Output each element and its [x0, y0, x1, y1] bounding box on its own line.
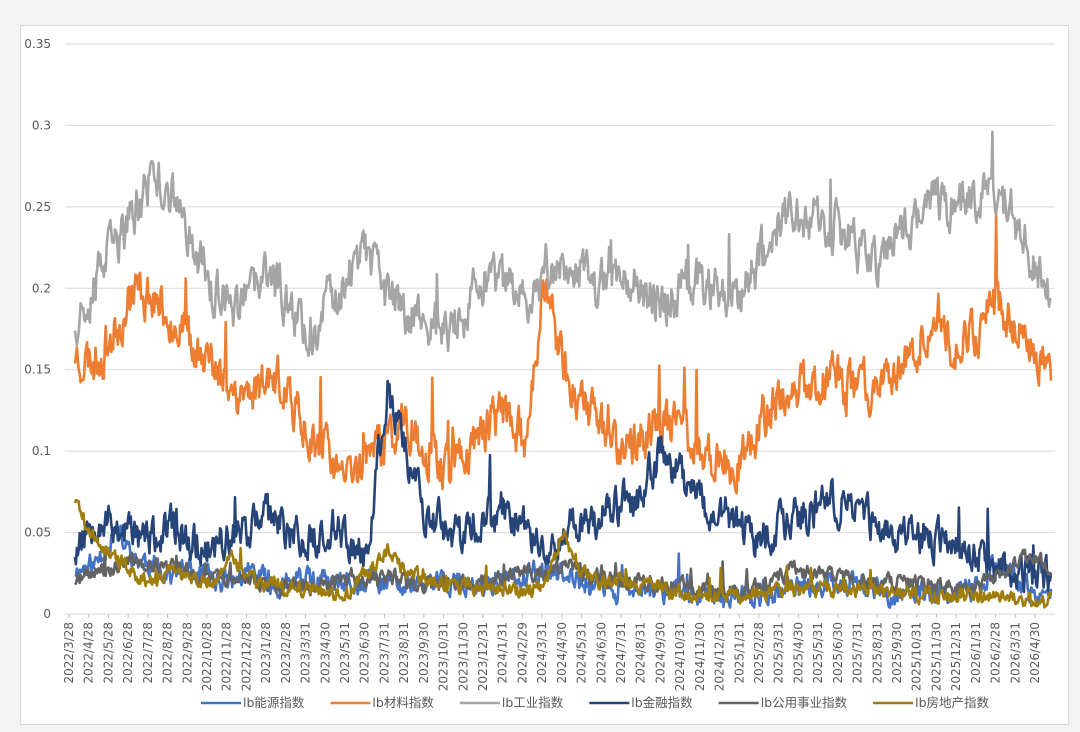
- x-tick-label: 2023/12/31: [476, 622, 490, 691]
- y-tick-label: 0.35: [24, 37, 51, 51]
- x-tick-label: 2025/7/31: [851, 622, 865, 684]
- x-tick-label: 2023/2/28: [279, 622, 293, 684]
- x-tick-label: 2025/11/30: [929, 622, 943, 691]
- y-tick-label: 0.15: [24, 363, 51, 377]
- x-tick-label: 2023/7/31: [377, 622, 391, 684]
- series-lines: [73, 130, 1053, 609]
- x-tick-label: 2022/3/28: [62, 622, 76, 684]
- x-tick-label: 2026/3/31: [1008, 622, 1022, 684]
- x-tick-label: 2024/5/31: [575, 622, 589, 684]
- y-axis: 0 0.05 0.1 0.15 0.2 0.25 0.3 0.35: [24, 37, 51, 621]
- x-tick-label: 2025/8/31: [870, 622, 884, 684]
- x-axis: 2022/3/28 2022/4/28 2022/5/28 2022/6/28 2022…: [62, 614, 1042, 691]
- series-line: [74, 524, 1053, 609]
- x-tick-label: 2025/5/31: [811, 622, 825, 684]
- x-tick-label: 2025/1/31: [732, 622, 746, 684]
- chart-frame: 0 0.05 0.1 0.15 0.2 0.25 0.3 0.35 2022/3/28 2022…: [20, 25, 1069, 725]
- x-tick-label: 2024/1/31: [496, 622, 510, 684]
- x-tick-label: 2022/10/28: [200, 622, 214, 691]
- y-tick-label: 0.1: [32, 444, 51, 458]
- legend-label: lb工业指数: [502, 695, 564, 710]
- x-tick-label: 2022/5/28: [101, 622, 115, 684]
- x-tick-label: 2025/6/30: [831, 622, 845, 684]
- line-chart: 00.050.10.150.20.250.30.35 2022/3/28 2022…: [24, 37, 1055, 710]
- legend-label: lb能源指数: [243, 695, 305, 710]
- x-tick-label: 2025/4/30: [791, 622, 805, 684]
- x-tick-label: 2024/10/31: [673, 622, 687, 691]
- x-tick-label: 2023/10/31: [437, 622, 451, 691]
- x-tick-label: 2026/4/30: [1028, 622, 1042, 684]
- x-tick-label: 2023/11/30: [456, 622, 470, 691]
- x-tick-label: 2022/6/28: [121, 622, 135, 684]
- x-tick-label: 2026/2/28: [989, 622, 1003, 684]
- series-line: [74, 548, 1053, 602]
- series-line: [73, 212, 1053, 495]
- x-tick-label: 2023/5/31: [338, 622, 352, 684]
- x-tick-label: 2024/12/31: [713, 622, 727, 691]
- legend-label: lb金融指数: [631, 695, 693, 710]
- legend: lb能源指数 lb材料指数 lb工业指数 lb金融指数 lb公用事业指数 lb房地产指数: [201, 695, 990, 710]
- x-tick-label: 2023/4/30: [318, 622, 332, 684]
- x-tick-label: 2025/12/31: [949, 622, 963, 691]
- x-tick-label: 2023/1/28: [259, 622, 273, 684]
- x-tick-label: 2023/8/31: [397, 622, 411, 684]
- series-line: [73, 379, 1053, 594]
- y-tick-label: 0.25: [24, 200, 51, 214]
- x-tick-label: 2024/7/31: [614, 622, 628, 684]
- x-tick-label: 2022/11/28: [220, 622, 234, 691]
- series-line: [73, 130, 1052, 358]
- y-tick-label: 0.3: [32, 118, 51, 132]
- x-tick-label: 2022/7/28: [141, 622, 155, 684]
- x-tick-label: 2022/12/28: [239, 622, 253, 691]
- x-tick-label: 2024/8/31: [634, 622, 648, 684]
- y-tick-label: 0: [43, 607, 51, 621]
- series-line: [73, 498, 1053, 609]
- x-tick-label: 2024/9/30: [653, 622, 667, 684]
- legend-label: lb材料指数: [372, 695, 434, 710]
- y-tick-label: 0.05: [24, 526, 51, 540]
- x-tick-label: 2022/9/28: [180, 622, 194, 684]
- x-tick-label: 2025/3/31: [772, 622, 786, 684]
- x-tick-label: 2024/4/30: [555, 622, 569, 684]
- x-tick-label: 2025/2/28: [752, 622, 766, 684]
- x-tick-label: 2024/11/30: [693, 622, 707, 691]
- x-tick-label: 2022/8/28: [161, 622, 175, 684]
- x-tick-label: 2025/9/30: [890, 622, 904, 684]
- x-tick-label: 2023/6/30: [358, 622, 372, 684]
- x-tick-label: 2022/4/28: [82, 622, 96, 684]
- x-tick-label: 2023/9/30: [417, 622, 431, 684]
- x-tick-label: 2024/2/29: [515, 622, 529, 684]
- y-tick-label: 0.2: [32, 281, 51, 295]
- legend-label: lb房地产指数: [915, 695, 989, 710]
- gridlines: [65, 43, 1055, 615]
- x-tick-label: 2023/3/31: [299, 622, 313, 684]
- x-tick-label: 2024/6/30: [594, 622, 608, 684]
- x-tick-label: 2026/1/31: [969, 622, 983, 684]
- legend-label: lb公用事业指数: [761, 695, 848, 710]
- x-tick-label: 2025/10/31: [910, 622, 924, 691]
- x-tick-label: 2024/3/31: [535, 622, 549, 684]
